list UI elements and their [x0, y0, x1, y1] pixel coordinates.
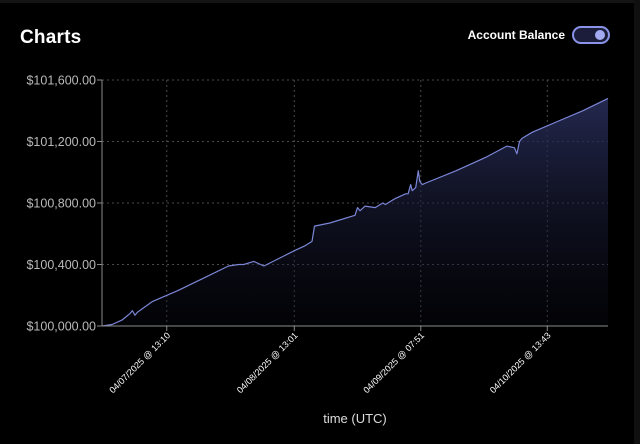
x-axis-ticks: 04/07/2025 @ 13:10 04/08/2025 @ 13:01 04/0…	[107, 326, 553, 395]
toggle-label: Account Balance	[467, 28, 565, 42]
account-balance-toggle[interactable]	[572, 26, 610, 44]
y-tick-label-1: $100,400.00	[26, 258, 96, 272]
right-edge	[634, 0, 640, 444]
x-tick-label-2: 04/09/2025 @ 07:51	[361, 330, 426, 395]
page-title: Charts	[20, 27, 82, 48]
y-tick-label-4: $101,600.00	[26, 74, 96, 88]
account-balance-toggle-group[interactable]: Account Balance	[468, 26, 610, 44]
x-axis-label: time (UTC)	[323, 411, 387, 426]
y-tick-label-3: $101,200.00	[26, 135, 96, 149]
x-tick-label-0: 04/07/2025 @ 13:10	[107, 330, 172, 395]
y-tick-label-0: $100,000.00	[26, 320, 96, 334]
top-edge	[0, 0, 640, 3]
area-layer	[101, 97, 609, 327]
balance-line	[101, 97, 609, 327]
y-axis-ticks: $100,000.00 $100,400.00 $100,800.00 $101,20…	[26, 74, 102, 334]
balance-area	[102, 98, 608, 327]
x-tick-label-3: 04/10/2025 @ 13:43	[488, 330, 553, 395]
y-tick-label-2: $100,800.00	[26, 197, 96, 211]
x-tick-label-1: 04/08/2025 @ 13:01	[235, 330, 300, 395]
toggle-knob	[595, 30, 605, 40]
